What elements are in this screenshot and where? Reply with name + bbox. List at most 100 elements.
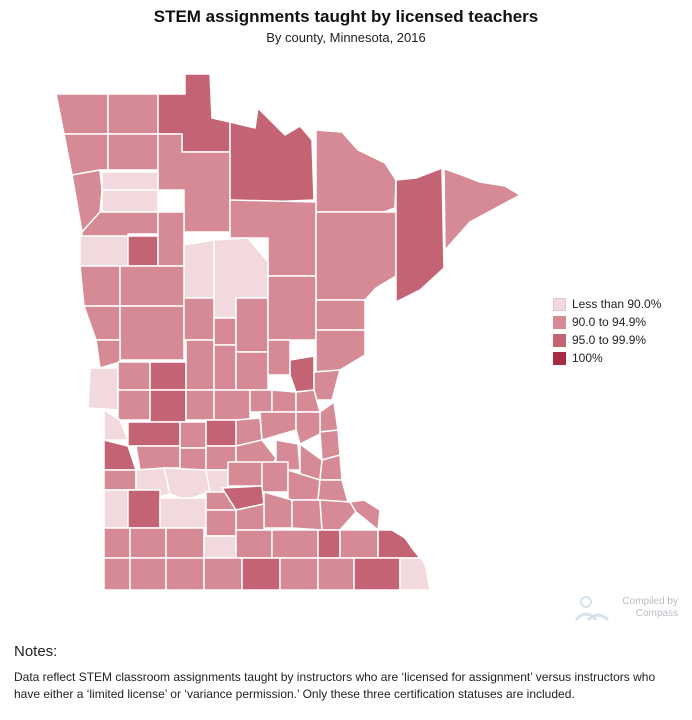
county-shape[interactable] bbox=[213, 344, 237, 391]
county-shape[interactable] bbox=[127, 421, 181, 447]
county-shape[interactable] bbox=[101, 171, 159, 191]
county-shape[interactable] bbox=[129, 557, 167, 591]
legend: Less than 90.0% 90.0 to 94.9% 95.0 to 99… bbox=[553, 295, 661, 367]
notes-text: Data reflect STEM classroom assignments … bbox=[14, 670, 656, 701]
county-shape[interactable] bbox=[83, 305, 121, 341]
county-shape[interactable] bbox=[127, 235, 159, 267]
county-shape[interactable] bbox=[317, 529, 341, 559]
county-shape[interactable] bbox=[271, 529, 319, 559]
county-shape[interactable] bbox=[203, 557, 243, 591]
county-shape[interactable] bbox=[119, 265, 185, 307]
county-shape[interactable] bbox=[79, 235, 129, 267]
credit-text: Compiled by Compass bbox=[622, 596, 678, 619]
county-shape[interactable] bbox=[205, 509, 237, 537]
county-shape[interactable] bbox=[103, 469, 137, 491]
legend-item-95-to-99[interactable]: 95.0 to 99.9% bbox=[553, 331, 661, 349]
legend-label: 100% bbox=[572, 351, 603, 365]
legend-label: Less than 90.0% bbox=[572, 297, 662, 311]
county-shape[interactable] bbox=[315, 299, 366, 331]
county-shape[interactable] bbox=[259, 411, 297, 441]
county-shape[interactable] bbox=[183, 239, 215, 299]
county-shape[interactable] bbox=[117, 361, 151, 391]
county-shape[interactable] bbox=[289, 355, 315, 393]
map-subtitle: By county, Minnesota, 2016 bbox=[266, 30, 426, 45]
county-shape[interactable] bbox=[149, 389, 187, 423]
county-shape[interactable] bbox=[441, 167, 521, 251]
county-shape[interactable] bbox=[267, 339, 291, 376]
county-shape[interactable] bbox=[103, 489, 129, 529]
county-shape[interactable] bbox=[353, 557, 401, 591]
legend-label: 95.0 to 99.9% bbox=[572, 333, 647, 347]
county-shape[interactable] bbox=[63, 133, 109, 176]
county-shape[interactable] bbox=[159, 497, 207, 529]
county-shape[interactable] bbox=[103, 527, 131, 559]
county-shape[interactable] bbox=[119, 305, 185, 361]
county-shape[interactable] bbox=[241, 557, 281, 591]
notes-heading: Notes: bbox=[14, 643, 58, 660]
county-shape[interactable] bbox=[319, 401, 339, 433]
county-shape[interactable] bbox=[127, 489, 161, 529]
county-shape[interactable] bbox=[395, 167, 445, 303]
county-shape[interactable] bbox=[267, 275, 317, 341]
legend-swatch bbox=[553, 315, 566, 329]
compass-credit[interactable]: Compiled by Compass bbox=[574, 594, 684, 624]
county-shape[interactable] bbox=[79, 265, 121, 307]
legend-label: 90.0 to 94.9% bbox=[572, 315, 647, 329]
county-shape[interactable] bbox=[339, 529, 379, 559]
county-shape[interactable] bbox=[157, 211, 185, 267]
county-shape[interactable] bbox=[165, 527, 205, 559]
county-shape[interactable] bbox=[315, 129, 397, 213]
county-shape[interactable] bbox=[185, 389, 215, 421]
county-shape[interactable] bbox=[185, 339, 215, 391]
county-shape[interactable] bbox=[107, 93, 159, 135]
county-shape[interactable] bbox=[349, 499, 381, 531]
county-shape[interactable] bbox=[71, 169, 103, 233]
county-shape[interactable] bbox=[179, 447, 207, 471]
county-shape[interactable] bbox=[261, 461, 289, 493]
county-shape[interactable] bbox=[95, 339, 121, 369]
county-shape[interactable] bbox=[279, 557, 319, 591]
county-shape[interactable] bbox=[163, 467, 211, 501]
legend-item-90-to-94[interactable]: 90.0 to 94.9% bbox=[553, 313, 661, 331]
county-shape[interactable] bbox=[315, 329, 366, 373]
county-shape[interactable] bbox=[227, 461, 263, 487]
county-shape[interactable] bbox=[317, 479, 349, 503]
county-shape[interactable] bbox=[203, 535, 237, 559]
county-shape[interactable] bbox=[271, 389, 297, 413]
county-shape[interactable] bbox=[235, 351, 269, 391]
county-shape[interactable] bbox=[107, 133, 159, 171]
county-shape[interactable] bbox=[55, 93, 109, 135]
county-shape[interactable] bbox=[317, 557, 355, 591]
compass-logo-icon bbox=[574, 596, 610, 622]
county-shape[interactable] bbox=[179, 421, 207, 449]
map-title: STEM assignments taught by licensed teac… bbox=[153, 7, 539, 26]
county-shape[interactable] bbox=[315, 211, 397, 301]
county-shape[interactable] bbox=[183, 297, 215, 341]
county-shape[interactable] bbox=[249, 389, 273, 413]
county-shape[interactable] bbox=[103, 557, 131, 591]
county-shape[interactable] bbox=[235, 297, 269, 353]
legend-swatch bbox=[553, 297, 566, 311]
county-shape[interactable] bbox=[205, 419, 237, 447]
county-shape[interactable] bbox=[213, 389, 251, 421]
minnesota-county-map bbox=[55, 73, 521, 591]
county-shape[interactable] bbox=[313, 369, 341, 401]
county-shape[interactable] bbox=[101, 189, 159, 213]
legend-swatch bbox=[553, 351, 566, 365]
county-shape[interactable] bbox=[295, 411, 321, 445]
county-shape[interactable] bbox=[377, 529, 421, 559]
county-shape[interactable] bbox=[229, 107, 315, 203]
county-shape[interactable] bbox=[291, 499, 323, 531]
county-shape[interactable] bbox=[319, 499, 357, 531]
county-shape[interactable] bbox=[213, 317, 237, 346]
county-shape[interactable] bbox=[149, 361, 187, 391]
county-shape[interactable] bbox=[117, 389, 151, 421]
legend-item-less-than-90[interactable]: Less than 90.0% bbox=[553, 295, 661, 313]
county-shape[interactable] bbox=[135, 445, 181, 471]
legend-item-100[interactable]: 100% bbox=[553, 349, 661, 367]
county-shape[interactable] bbox=[235, 529, 273, 559]
county-shape[interactable] bbox=[399, 557, 431, 591]
county-shape[interactable] bbox=[87, 367, 119, 411]
county-shape[interactable] bbox=[165, 557, 205, 591]
county-shape[interactable] bbox=[129, 527, 167, 559]
